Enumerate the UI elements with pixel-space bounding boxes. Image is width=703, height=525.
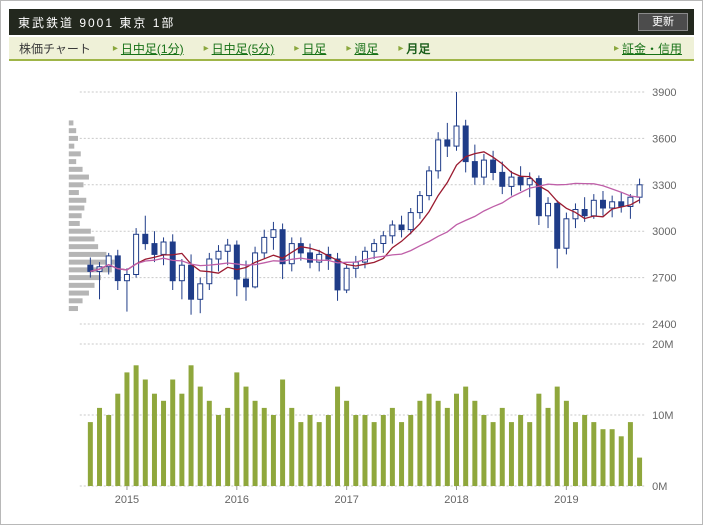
svg-text:2016: 2016 bbox=[225, 494, 249, 506]
tab-monthly[interactable]: ▸ 月足 bbox=[398, 40, 430, 57]
tab-label: 月足 bbox=[406, 41, 431, 56]
triangle-icon: ▸ bbox=[613, 42, 619, 54]
svg-text:0M: 0M bbox=[652, 481, 667, 493]
tab-daily[interactable]: ▸ 日足 bbox=[294, 40, 326, 57]
svg-text:3900: 3900 bbox=[652, 87, 676, 99]
svg-text:3300: 3300 bbox=[652, 180, 676, 192]
tab-label: 日中足(1分) bbox=[120, 41, 184, 56]
svg-text:2015: 2015 bbox=[115, 494, 139, 506]
svg-text:2700: 2700 bbox=[652, 273, 676, 285]
svg-text:2017: 2017 bbox=[334, 494, 358, 506]
tab-intraday-1min[interactable]: ▸ 日中足(1分) bbox=[113, 40, 184, 57]
triangle-icon: ▸ bbox=[346, 42, 352, 54]
svg-text:3000: 3000 bbox=[652, 226, 676, 238]
triangle-icon: ▸ bbox=[294, 42, 300, 54]
triangle-icon: ▸ bbox=[203, 42, 209, 54]
svg-text:2019: 2019 bbox=[554, 494, 578, 506]
svg-text:3600: 3600 bbox=[652, 133, 676, 145]
link-label: 証金・信用 bbox=[621, 41, 682, 56]
candlestick-chart: 2400 2700 3000 3300 3600 3900 0M 10M 20M 2015 2016… bbox=[68, 87, 677, 506]
tab-label: 日足 bbox=[302, 41, 327, 56]
chart-nav: 株価チャート ▸ 日中足(1分) ▸ 日中足(5分) ▸ 日足 ▸ 週足 ▸ 月… bbox=[9, 37, 694, 61]
triangle-icon: ▸ bbox=[398, 42, 404, 54]
title-bar: 東武鉄道 9001 東京 1部 更新 bbox=[9, 9, 694, 35]
svg-text:10M: 10M bbox=[652, 410, 673, 422]
tab-label: 日中足(5分) bbox=[211, 41, 275, 56]
tab-label: 週足 bbox=[354, 41, 379, 56]
svg-text:2400: 2400 bbox=[652, 319, 676, 331]
refresh-button[interactable]: 更新 bbox=[638, 13, 688, 31]
link-margin-credit[interactable]: ▸ 証金・信用 bbox=[614, 40, 682, 57]
tab-weekly[interactable]: ▸ 週足 bbox=[346, 40, 378, 57]
tab-intraday-5min[interactable]: ▸ 日中足(5分) bbox=[204, 40, 275, 57]
nav-label: 株価チャート bbox=[19, 41, 91, 56]
triangle-icon: ▸ bbox=[112, 42, 118, 54]
svg-text:20M: 20M bbox=[652, 339, 673, 351]
stock-title: 東武鉄道 9001 東京 1部 bbox=[18, 15, 176, 30]
svg-text:2018: 2018 bbox=[444, 494, 468, 506]
